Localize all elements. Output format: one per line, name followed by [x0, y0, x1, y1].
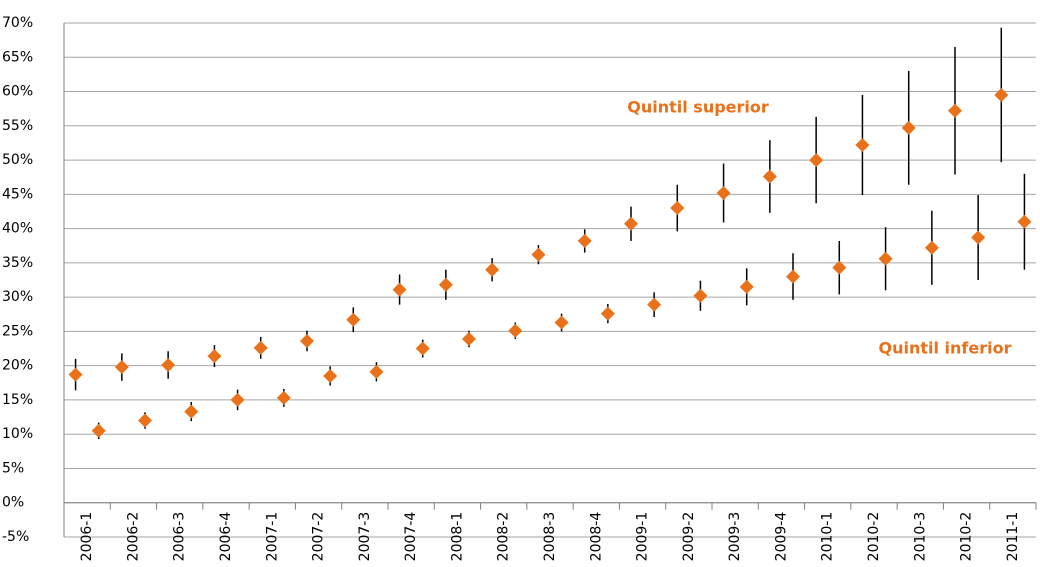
x-tick-label: 2009-2	[681, 512, 697, 562]
marker	[716, 185, 731, 200]
y-tick-label: 65%	[2, 49, 33, 65]
x-tick-label: 2010-1	[820, 512, 836, 562]
x-tick-label: 2009-3	[727, 512, 743, 562]
y-tick-label: 40%	[2, 221, 33, 237]
marker	[762, 169, 777, 184]
x-tick-label: 2009-4	[773, 512, 789, 562]
y-tick-label: 35%	[2, 255, 33, 271]
marker	[924, 240, 939, 255]
x-tick-label: 2006-1	[79, 512, 95, 562]
x-tick-label: 2010-2	[866, 512, 882, 562]
x-tick-label: 2010-2	[959, 512, 975, 562]
x-tick-label: 2007-4	[403, 512, 419, 562]
marker	[832, 260, 847, 275]
x-tick-label: 2008-3	[542, 512, 558, 562]
x-tick-label: 2008-4	[588, 512, 604, 562]
x-tick-label: 2008-1	[449, 512, 465, 562]
x-tick-label: 2009-1	[635, 512, 651, 562]
marker	[693, 288, 708, 303]
series-label: Quintil superior	[627, 98, 769, 117]
y-tick-label: -5%	[2, 529, 29, 545]
x-tick-label: 2010-3	[912, 512, 928, 562]
marker	[1017, 214, 1032, 229]
marker	[485, 262, 500, 277]
y-tick-label: 45%	[2, 186, 33, 202]
marker	[971, 230, 986, 245]
marker	[554, 315, 569, 330]
marker	[392, 282, 407, 297]
marker	[948, 103, 962, 118]
marker	[624, 216, 638, 231]
marker	[577, 233, 592, 248]
y-tick-label: 10%	[2, 426, 33, 442]
marker	[346, 312, 361, 327]
marker	[878, 251, 893, 266]
marker	[138, 413, 152, 428]
x-tick-label: 2007-2	[311, 512, 327, 562]
marker	[647, 297, 662, 312]
marker	[438, 277, 453, 292]
marker	[230, 392, 245, 407]
y-tick-label: 50%	[2, 152, 33, 168]
y-tick-label: 55%	[2, 118, 33, 134]
x-tick-label: 2007-1	[264, 512, 280, 562]
marker	[415, 341, 430, 356]
marker	[184, 404, 199, 419]
marker	[462, 331, 476, 346]
x-tick-label: 2006-4	[218, 512, 234, 562]
y-tick-label: 20%	[2, 358, 33, 374]
x-tick-label: 2008-2	[496, 512, 512, 562]
marker	[901, 120, 916, 135]
marker	[809, 153, 824, 168]
marker	[369, 364, 384, 379]
x-tick-label: 2006-2	[125, 512, 141, 562]
marker	[323, 368, 338, 383]
marker	[531, 247, 546, 262]
y-tick-label: 60%	[2, 84, 33, 100]
marker	[994, 87, 1009, 102]
y-tick-label: 15%	[2, 392, 33, 408]
y-tick-label: 30%	[2, 289, 33, 305]
marker	[786, 269, 800, 284]
marker	[207, 349, 222, 364]
x-tick-label: 2011-1	[1005, 512, 1021, 562]
marker	[91, 423, 106, 438]
marker	[600, 306, 615, 321]
series-label: Quintil inferior	[879, 339, 1012, 358]
marker	[300, 333, 314, 348]
y-tick-label: 70%	[2, 15, 33, 31]
y-tick-label: 25%	[2, 323, 33, 339]
marker	[161, 357, 176, 372]
marker	[670, 201, 685, 216]
marker	[253, 340, 268, 355]
y-tick-label: 0%	[2, 495, 24, 511]
x-tick-label: 2006-3	[172, 512, 188, 562]
x-tick-label: 2007-3	[357, 512, 373, 562]
marker	[508, 323, 523, 338]
marker	[855, 137, 870, 152]
marker	[276, 390, 291, 405]
y-tick-label: 5%	[2, 460, 24, 476]
marker	[68, 367, 83, 382]
marker	[114, 360, 129, 375]
marker	[739, 279, 754, 294]
